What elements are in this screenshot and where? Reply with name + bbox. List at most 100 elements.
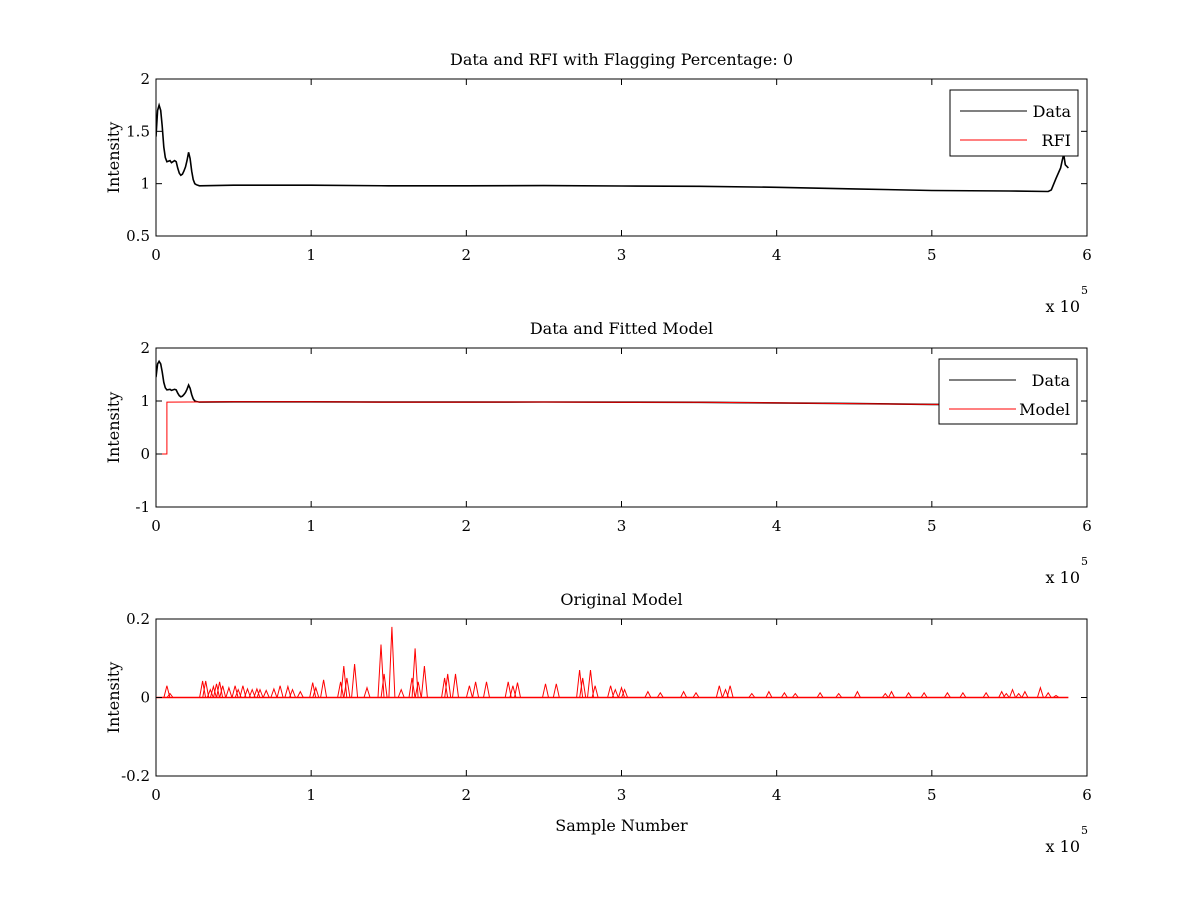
- x-tick-label: 3: [617, 786, 627, 804]
- x-tick-label: 6: [1082, 786, 1092, 804]
- x-multiplier-base: x 10: [1046, 568, 1080, 587]
- x-tick-label: 0: [151, 786, 161, 804]
- series-peak: [765, 690, 773, 698]
- series-peak: [791, 692, 799, 698]
- series-peak: [644, 690, 652, 698]
- series-peak: [213, 683, 220, 698]
- x-tick-label: 2: [462, 517, 472, 535]
- y-tick-label: 1: [140, 392, 150, 410]
- series-peak: [248, 688, 256, 698]
- series-peak: [835, 692, 843, 698]
- series-peak: [982, 691, 990, 698]
- y-tick-label: 2: [140, 339, 150, 357]
- series-peak: [270, 687, 278, 698]
- series-peak: [591, 685, 599, 698]
- series-line-data: [156, 102, 1069, 193]
- series-peak: [296, 690, 304, 698]
- series-peak: [452, 673, 459, 698]
- series-peak: [726, 685, 734, 698]
- series-peak: [239, 685, 247, 698]
- series-peak: [483, 681, 490, 698]
- series-peak: [621, 688, 629, 698]
- legend-label-data: Data: [1033, 102, 1072, 121]
- x-tick-label: 3: [617, 517, 627, 535]
- legend-label-rfi: RFI: [1042, 131, 1071, 150]
- series-peak: [244, 687, 251, 698]
- x-tick-label: 6: [1082, 517, 1092, 535]
- series-peak: [542, 683, 549, 698]
- x-axis-multiplier: x 105: [1046, 555, 1088, 587]
- series-peak: [715, 685, 723, 698]
- x-tick-label: 5: [927, 517, 937, 535]
- plot-area: [155, 78, 1088, 237]
- series-peak: [587, 669, 594, 698]
- legend-label-model: Model: [1019, 400, 1070, 419]
- x-tick-label: 0: [151, 246, 161, 264]
- y-axis-label: Intensity: [104, 122, 123, 194]
- x-axis-multiplier: x 105: [1046, 824, 1088, 856]
- series-peak: [202, 680, 210, 698]
- series-peak: [748, 692, 756, 698]
- series-peak: [320, 679, 328, 698]
- series-peak: [1036, 685, 1044, 698]
- x-tick-label: 1: [306, 517, 316, 535]
- series-peak: [420, 666, 428, 698]
- series-peak: [656, 691, 664, 698]
- series-peak: [166, 692, 174, 698]
- x-tick-label: 1: [306, 246, 316, 264]
- series-peak: [579, 677, 587, 698]
- series-peak: [276, 685, 284, 698]
- x-tick-label: 4: [772, 517, 782, 535]
- plot-area: [155, 347, 1088, 508]
- x-tick-label: 5: [927, 246, 937, 264]
- series-peak: [943, 691, 951, 698]
- x-multiplier-exponent: 5: [1081, 284, 1088, 297]
- series-peak: [611, 688, 619, 698]
- series-peak: [1052, 694, 1060, 698]
- x-tick-label: 0: [151, 517, 161, 535]
- series-peak: [441, 677, 449, 698]
- series-line-model: [156, 401, 1069, 455]
- series-peak: [253, 687, 261, 698]
- series-peak: [397, 688, 405, 698]
- legend: Data RFI: [949, 89, 1079, 157]
- series-peak: [1002, 692, 1010, 698]
- legend-box: [938, 358, 1078, 425]
- y-tick-label: 1: [140, 175, 150, 193]
- series-peak: [380, 673, 388, 698]
- legend-label-data: Data: [1032, 371, 1071, 390]
- series-peak: [465, 685, 473, 698]
- series-peak: [219, 685, 227, 698]
- series-peak: [607, 685, 615, 698]
- series-peak: [780, 691, 788, 698]
- series-peak: [472, 681, 480, 698]
- series-peak: [414, 681, 422, 698]
- y-axis-label: Intensity: [104, 662, 123, 734]
- series-peak: [618, 685, 625, 698]
- series-peak: [552, 683, 560, 698]
- series-peak: [959, 691, 967, 698]
- x-tick-label: 5: [927, 786, 937, 804]
- x-axis-label: Sample Number: [555, 816, 688, 835]
- series-peak: [816, 691, 824, 698]
- series-peak: [920, 691, 928, 698]
- series-peak: [408, 677, 416, 698]
- series-peak: [388, 626, 396, 698]
- series-peak: [351, 664, 359, 698]
- series-peak: [853, 690, 861, 698]
- x-tick-label: 4: [772, 246, 782, 264]
- series-peak: [343, 677, 351, 698]
- chart-title: Data and Fitted Model: [530, 319, 713, 338]
- chart-title: Data and RFI with Flagging Percentage: 0: [450, 50, 793, 69]
- series-peak: [692, 691, 700, 698]
- series-peak: [881, 692, 889, 698]
- x-tick-label: 2: [462, 246, 472, 264]
- series-peak: [1009, 688, 1016, 698]
- x-tick-label: 3: [617, 246, 627, 264]
- series-peak: [1021, 690, 1029, 698]
- y-tick-label: 0: [140, 445, 150, 463]
- y-tick-label: 0.5: [126, 227, 150, 245]
- series-peak: [289, 688, 296, 698]
